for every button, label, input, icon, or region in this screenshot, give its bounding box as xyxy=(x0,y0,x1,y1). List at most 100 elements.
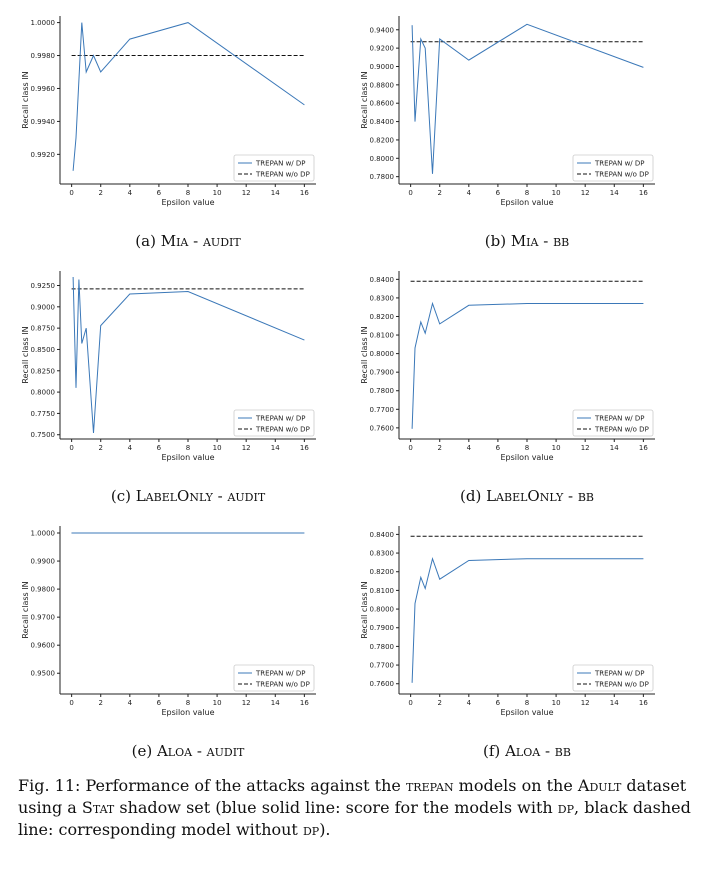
subcaption-attack: Aloa xyxy=(505,742,541,760)
x-tick-label: 0 xyxy=(408,699,412,707)
x-tick-label: 12 xyxy=(242,444,251,452)
x-tick-label: 16 xyxy=(639,444,648,452)
x-tick-label: 6 xyxy=(496,444,501,452)
x-tick-label: 4 xyxy=(128,189,133,197)
subcaption-sep: - xyxy=(212,487,228,505)
subcaption-attack: LabelOnly xyxy=(135,487,213,505)
subcaption-setting: bb xyxy=(553,232,570,250)
x-axis-label: Epsilon value xyxy=(500,198,553,207)
x-axis-label: Epsilon value xyxy=(500,453,553,462)
subcaption-setting: audit xyxy=(202,232,241,250)
x-tick-label: 2 xyxy=(98,699,102,707)
y-tick-label: 0.8400 xyxy=(370,531,395,539)
legend-box xyxy=(572,664,654,692)
x-tick-label: 14 xyxy=(610,189,619,197)
y-tick-label: 0.8300 xyxy=(370,550,395,558)
y-tick-label: 0.7800 xyxy=(370,173,395,181)
y-tick-label: 0.9000 xyxy=(31,303,56,311)
x-tick-label: 16 xyxy=(639,699,648,707)
x-axis-label: Epsilon value xyxy=(161,453,214,462)
caption-mid1: models on the xyxy=(453,776,578,795)
x-tick-label: 0 xyxy=(69,189,73,197)
caption-dp2: dp xyxy=(302,820,320,839)
subcaption-setting: audit xyxy=(227,487,266,505)
y-tick-label: 0.8250 xyxy=(31,367,56,375)
caption-trepan: trepan xyxy=(405,776,454,795)
x-tick-label: 6 xyxy=(157,699,162,707)
x-tick-label: 14 xyxy=(271,444,280,452)
x-tick-label: 12 xyxy=(242,699,251,707)
legend-box xyxy=(572,409,654,437)
x-tick-label: 8 xyxy=(186,444,190,452)
legend-label-with-dp: TREPAN w/ DP xyxy=(594,670,645,678)
x-tick-label: 6 xyxy=(157,189,162,197)
x-axis-label: Epsilon value xyxy=(161,708,214,717)
x-tick-label: 8 xyxy=(525,444,529,452)
subplot-d: 0 2 4 6 8 10 12 14 16 0.7600 0.7700 0.7800 0.7900 0.8… xyxy=(357,263,697,518)
y-tick-label: 0.8000 xyxy=(370,350,395,358)
x-tick-label: 8 xyxy=(525,189,529,197)
legend-label-without-dp: TREPAN w/o DP xyxy=(255,171,310,179)
x-tick-label: 2 xyxy=(437,189,441,197)
subcaption-e: (e) Aloa - audit xyxy=(18,742,358,760)
y-tick-label: 0.7700 xyxy=(370,662,395,670)
y-axis-label: Recall class IN xyxy=(21,326,30,383)
legend-label-without-dp: TREPAN w/o DP xyxy=(255,426,310,434)
x-tick-label: 6 xyxy=(496,189,501,197)
y-tick-label: 0.9920 xyxy=(31,151,56,159)
chart-f: 0 2 4 6 8 10 12 14 16 0.7600 0.7700 0.7800 0.7900 0.8… xyxy=(360,526,655,717)
x-tick-label: 4 xyxy=(128,444,133,452)
subcaption-d: (d) LabelOnly - bb xyxy=(357,487,697,505)
y-tick-label: 0.7900 xyxy=(370,624,395,632)
subcaption-b: (b) Mia - bb xyxy=(357,232,697,250)
x-tick-label: 10 xyxy=(213,699,222,707)
y-axis-label: Recall class IN xyxy=(360,71,369,128)
caption-adult: Adult xyxy=(577,776,622,795)
subcaption-setting: bb xyxy=(577,487,594,505)
subcaption-label: (c) xyxy=(110,487,136,505)
x-tick-label: 0 xyxy=(408,189,412,197)
y-tick-label: 0.8400 xyxy=(370,276,395,284)
subcaption-setting: bb xyxy=(554,742,571,760)
chart-b: 0 2 4 6 8 10 12 14 16 0.7800 0.8000 0.8200 0.8400 0.8… xyxy=(360,16,655,207)
legend-box xyxy=(572,154,654,182)
x-tick-label: 2 xyxy=(98,189,102,197)
x-tick-label: 14 xyxy=(610,444,619,452)
x-tick-label: 8 xyxy=(186,699,190,707)
y-tick-label: 0.8500 xyxy=(31,346,56,354)
y-tick-label: 0.8600 xyxy=(370,100,395,108)
x-tick-label: 16 xyxy=(300,189,309,197)
y-tick-label: 0.8300 xyxy=(370,294,395,302)
y-axis-label: Recall class IN xyxy=(360,581,369,638)
subplot-f: 0 2 4 6 8 10 12 14 16 0.7600 0.7700 0.7800 0.7900 0.8… xyxy=(357,518,697,773)
y-tick-label: 0.8200 xyxy=(370,313,395,321)
x-tick-label: 14 xyxy=(610,699,619,707)
y-tick-label: 0.9250 xyxy=(31,282,56,290)
subplot-a: 0 2 4 6 8 10 12 14 16 0.9920 0.9940 0.9960 0.9980 1.0… xyxy=(18,8,358,263)
y-axis-label: Recall class IN xyxy=(21,71,30,128)
legend-label-without-dp: TREPAN w/o DP xyxy=(594,681,649,689)
legend-label-with-dp: TREPAN w/ DP xyxy=(594,415,645,423)
legend-label-with-dp: TREPAN w/ DP xyxy=(255,160,306,168)
chart-d: 0 2 4 6 8 10 12 14 16 0.7600 0.7700 0.7800 0.7900 0.8… xyxy=(360,271,655,462)
y-tick-label: 0.8000 xyxy=(370,606,395,614)
y-tick-label: 0.7700 xyxy=(370,406,395,414)
y-tick-label: 0.9800 xyxy=(31,586,56,594)
y-tick-label: 0.9000 xyxy=(370,63,395,71)
y-tick-label: 0.8000 xyxy=(31,389,56,397)
x-axis-label: Epsilon value xyxy=(161,198,214,207)
y-tick-label: 0.8200 xyxy=(370,136,395,144)
x-tick-label: 0 xyxy=(69,444,73,452)
y-tick-label: 0.7800 xyxy=(370,643,395,651)
subcaption-a: (a) Mia - audit xyxy=(18,232,358,250)
series-line-with-dp xyxy=(72,276,305,434)
x-tick-label: 2 xyxy=(437,699,441,707)
legend-label-with-dp: TREPAN w/ DP xyxy=(255,670,306,678)
x-tick-label: 4 xyxy=(467,699,472,707)
subcaption-label: (b) xyxy=(484,232,511,250)
caption-mid3: shadow set (blue solid line: score for t… xyxy=(114,798,558,817)
legend-label-without-dp: TREPAN w/o DP xyxy=(255,681,310,689)
legend-label-with-dp: TREPAN w/ DP xyxy=(594,160,645,168)
subcaption-attack: Mia xyxy=(510,232,539,250)
chart-c: 0 2 4 6 8 10 12 14 16 0.7500 0.7750 0.8000 0.8250 0.8… xyxy=(21,271,316,462)
